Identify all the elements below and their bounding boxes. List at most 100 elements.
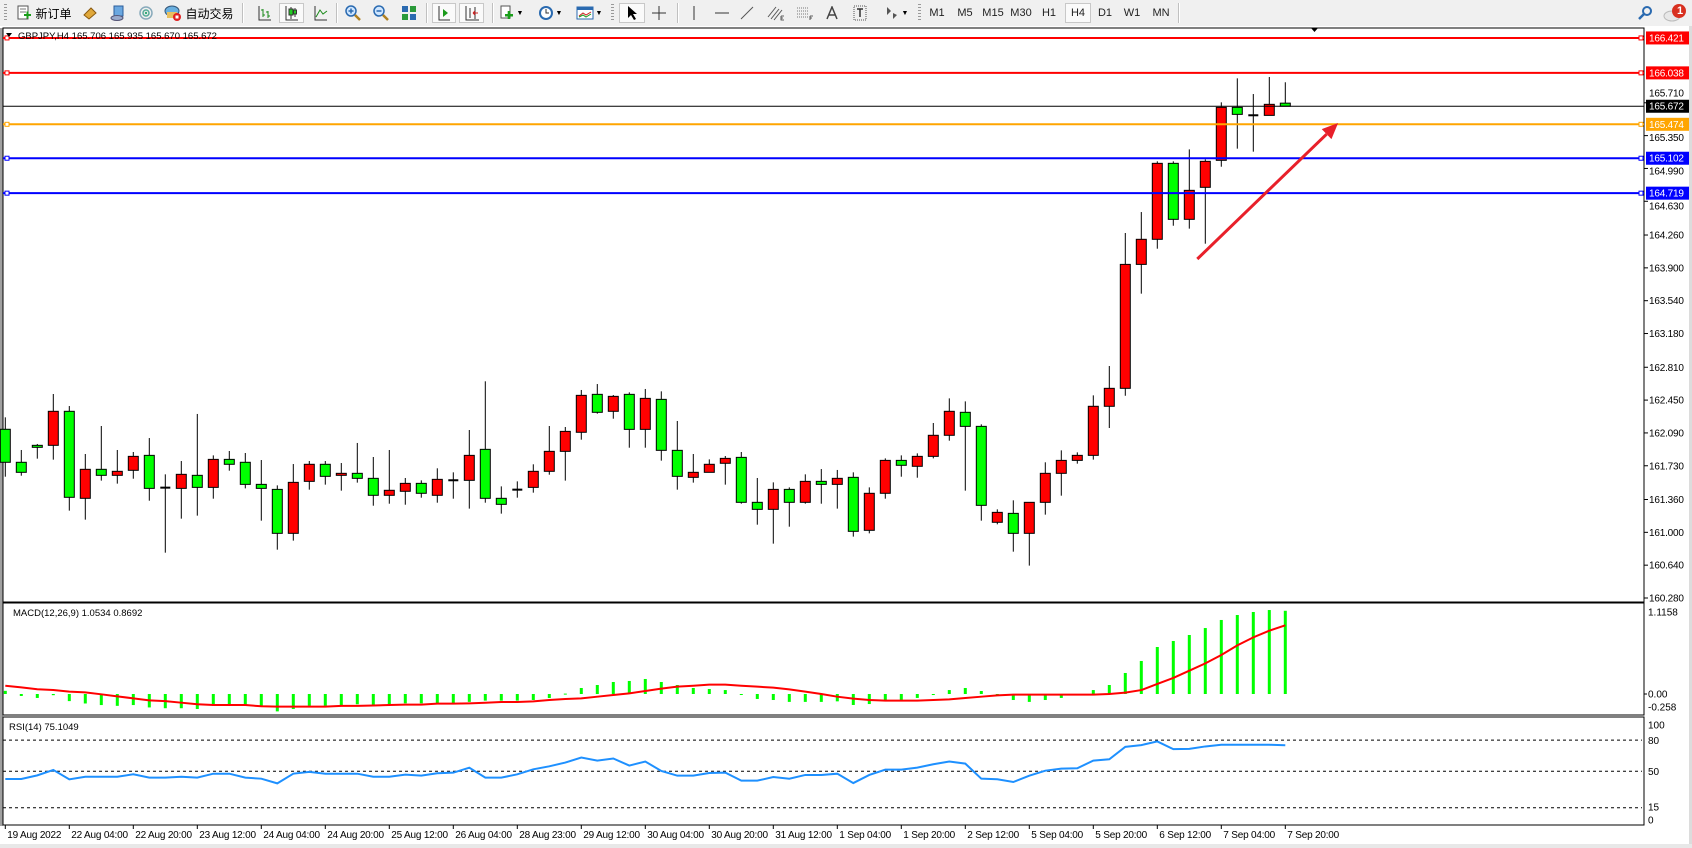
chart-shift-marker-icon[interactable] [1311,28,1318,32]
timeframe-mn[interactable]: MN [1152,7,1170,19]
cursor-icon [628,6,637,20]
candle [143,438,155,501]
macd-histogram-bar [467,694,471,702]
macd-histogram-bar [1027,694,1031,702]
candle [863,487,875,534]
trendline-button[interactable] [738,3,756,23]
time-axis-label: 19 Aug 2022 [7,830,62,841]
macd-histogram-bar [1091,690,1095,694]
chart-window[interactable]: 165.710 165.350 164.990 164.630 164.260 163.9… [0,26,1692,848]
line-handle-left [4,155,10,161]
tile-windows-button[interactable] [399,3,419,23]
auto-scroll-button[interactable] [459,3,484,23]
chevron-down-icon: ▼ [555,9,563,17]
macd-histogram-bar [371,694,375,706]
candle [799,474,811,504]
notification-button[interactable]: 1 [1662,3,1688,23]
horizontal-line-button[interactable] [713,3,731,23]
candle [1215,102,1227,167]
equidistant-channel-button[interactable] [765,3,787,23]
toolbar-separator [1178,3,1180,23]
macd-histogram-bar [259,694,263,706]
price-pane[interactable]: 165.710 165.350 164.990 164.630 164.260 163.9… [0,27,1689,605]
timeframe-h1[interactable]: H1 [1041,7,1057,19]
new-order-button[interactable]: 新订单 [13,3,75,23]
periods-dropdown[interactable]: ▼ [534,3,566,23]
macd-histogram-bar [483,694,487,701]
macd-histogram-bar [723,690,727,694]
toolbar-grip[interactable] [4,4,7,22]
price-axis-label: 160.280 [1649,594,1684,605]
signals-icon [139,6,153,20]
rsi-pane[interactable]: 100 80 50 15 0 [2,716,1665,827]
line-handle-left [4,35,10,41]
text-label-button[interactable] [851,3,869,23]
timeframe-m30[interactable]: M30 [1010,7,1032,19]
price-axis-label: 162.090 [1649,428,1684,439]
fibonacci-button[interactable] [794,3,816,23]
candle-body-bear [415,482,427,494]
market-watch-button[interactable] [80,3,100,23]
candle [991,509,1003,525]
macd-histogram-bar [243,694,247,706]
arrows-dropdown[interactable]: ▼ [880,3,912,23]
candle [1263,76,1275,116]
candle-body-bull [111,470,123,476]
macd-histogram-bar [179,694,183,709]
zoom-in-button[interactable] [343,3,363,23]
candle [831,469,843,509]
zoom-out-button[interactable] [371,3,391,23]
macd-histogram-bar [115,694,119,706]
macd-histogram-bar [99,694,103,706]
chart-menu-triangle-icon[interactable] [6,33,12,37]
crosshair-button[interactable] [650,3,668,23]
search-button[interactable] [1636,3,1654,23]
timeframe-m5[interactable]: M5 [957,7,973,19]
line-handle-right [1638,190,1644,196]
bar-chart-button[interactable] [256,3,274,23]
toolbar-grip[interactable] [611,4,614,22]
price-axis-label: 161.000 [1649,528,1684,539]
candle-body-bull [399,482,411,492]
price-axis-label: 162.810 [1649,363,1684,374]
candle-body-bull [1151,162,1163,240]
timeframe-m15[interactable]: M15 [982,7,1004,19]
macd-pane-border [2,602,1645,716]
indicators-dropdown[interactable]: ▼ [496,3,526,23]
candle [623,392,635,448]
toolbar-separator [492,3,494,23]
time-axis-label: 23 Aug 12:00 [199,830,256,841]
auto-trading-button[interactable]: 自动交易 [163,3,235,23]
line-chart-button[interactable] [312,3,330,23]
time-axis-label: 5 Sep 20:00 [1095,830,1147,841]
candle-body-bull [1215,106,1227,161]
price-pane-border [2,27,1645,603]
timeframe-d1[interactable]: D1 [1097,7,1113,19]
macd-histogram-bar [1171,640,1175,694]
time-axis-label: 24 Aug 04:00 [263,830,320,841]
vertical-line-button[interactable] [685,3,703,23]
macd-histogram-bar [3,690,7,694]
horizontal-line-price-label: 166.038 [1649,68,1684,79]
chart-shift-button[interactable] [432,3,456,23]
timeframe-h4[interactable]: H4 [1065,3,1091,23]
window-left-edge [0,28,3,826]
macd-histogram-bar [643,678,647,694]
signals-button[interactable] [136,3,156,23]
toolbar-grip[interactable] [918,4,921,22]
timeframe-w1[interactable]: W1 [1123,7,1141,19]
templates-dropdown[interactable]: ▼ [573,3,605,23]
candle-body-bull [207,458,219,488]
candle-body-bull [863,492,875,531]
market-watch-icon [83,7,97,20]
navigator-button[interactable] [108,3,128,23]
text-button[interactable] [823,3,841,23]
macd-pane[interactable]: 1.1158 0.00 -0.258 [2,602,1678,716]
timeframe-m1[interactable]: M1 [929,7,945,19]
candle [15,449,27,476]
macd-histogram-bar [403,694,407,704]
cursor-button[interactable] [619,3,645,23]
candle-body-bear [271,488,283,534]
candlestick-button[interactable] [279,3,304,23]
macd-histogram-bar [1219,619,1223,694]
